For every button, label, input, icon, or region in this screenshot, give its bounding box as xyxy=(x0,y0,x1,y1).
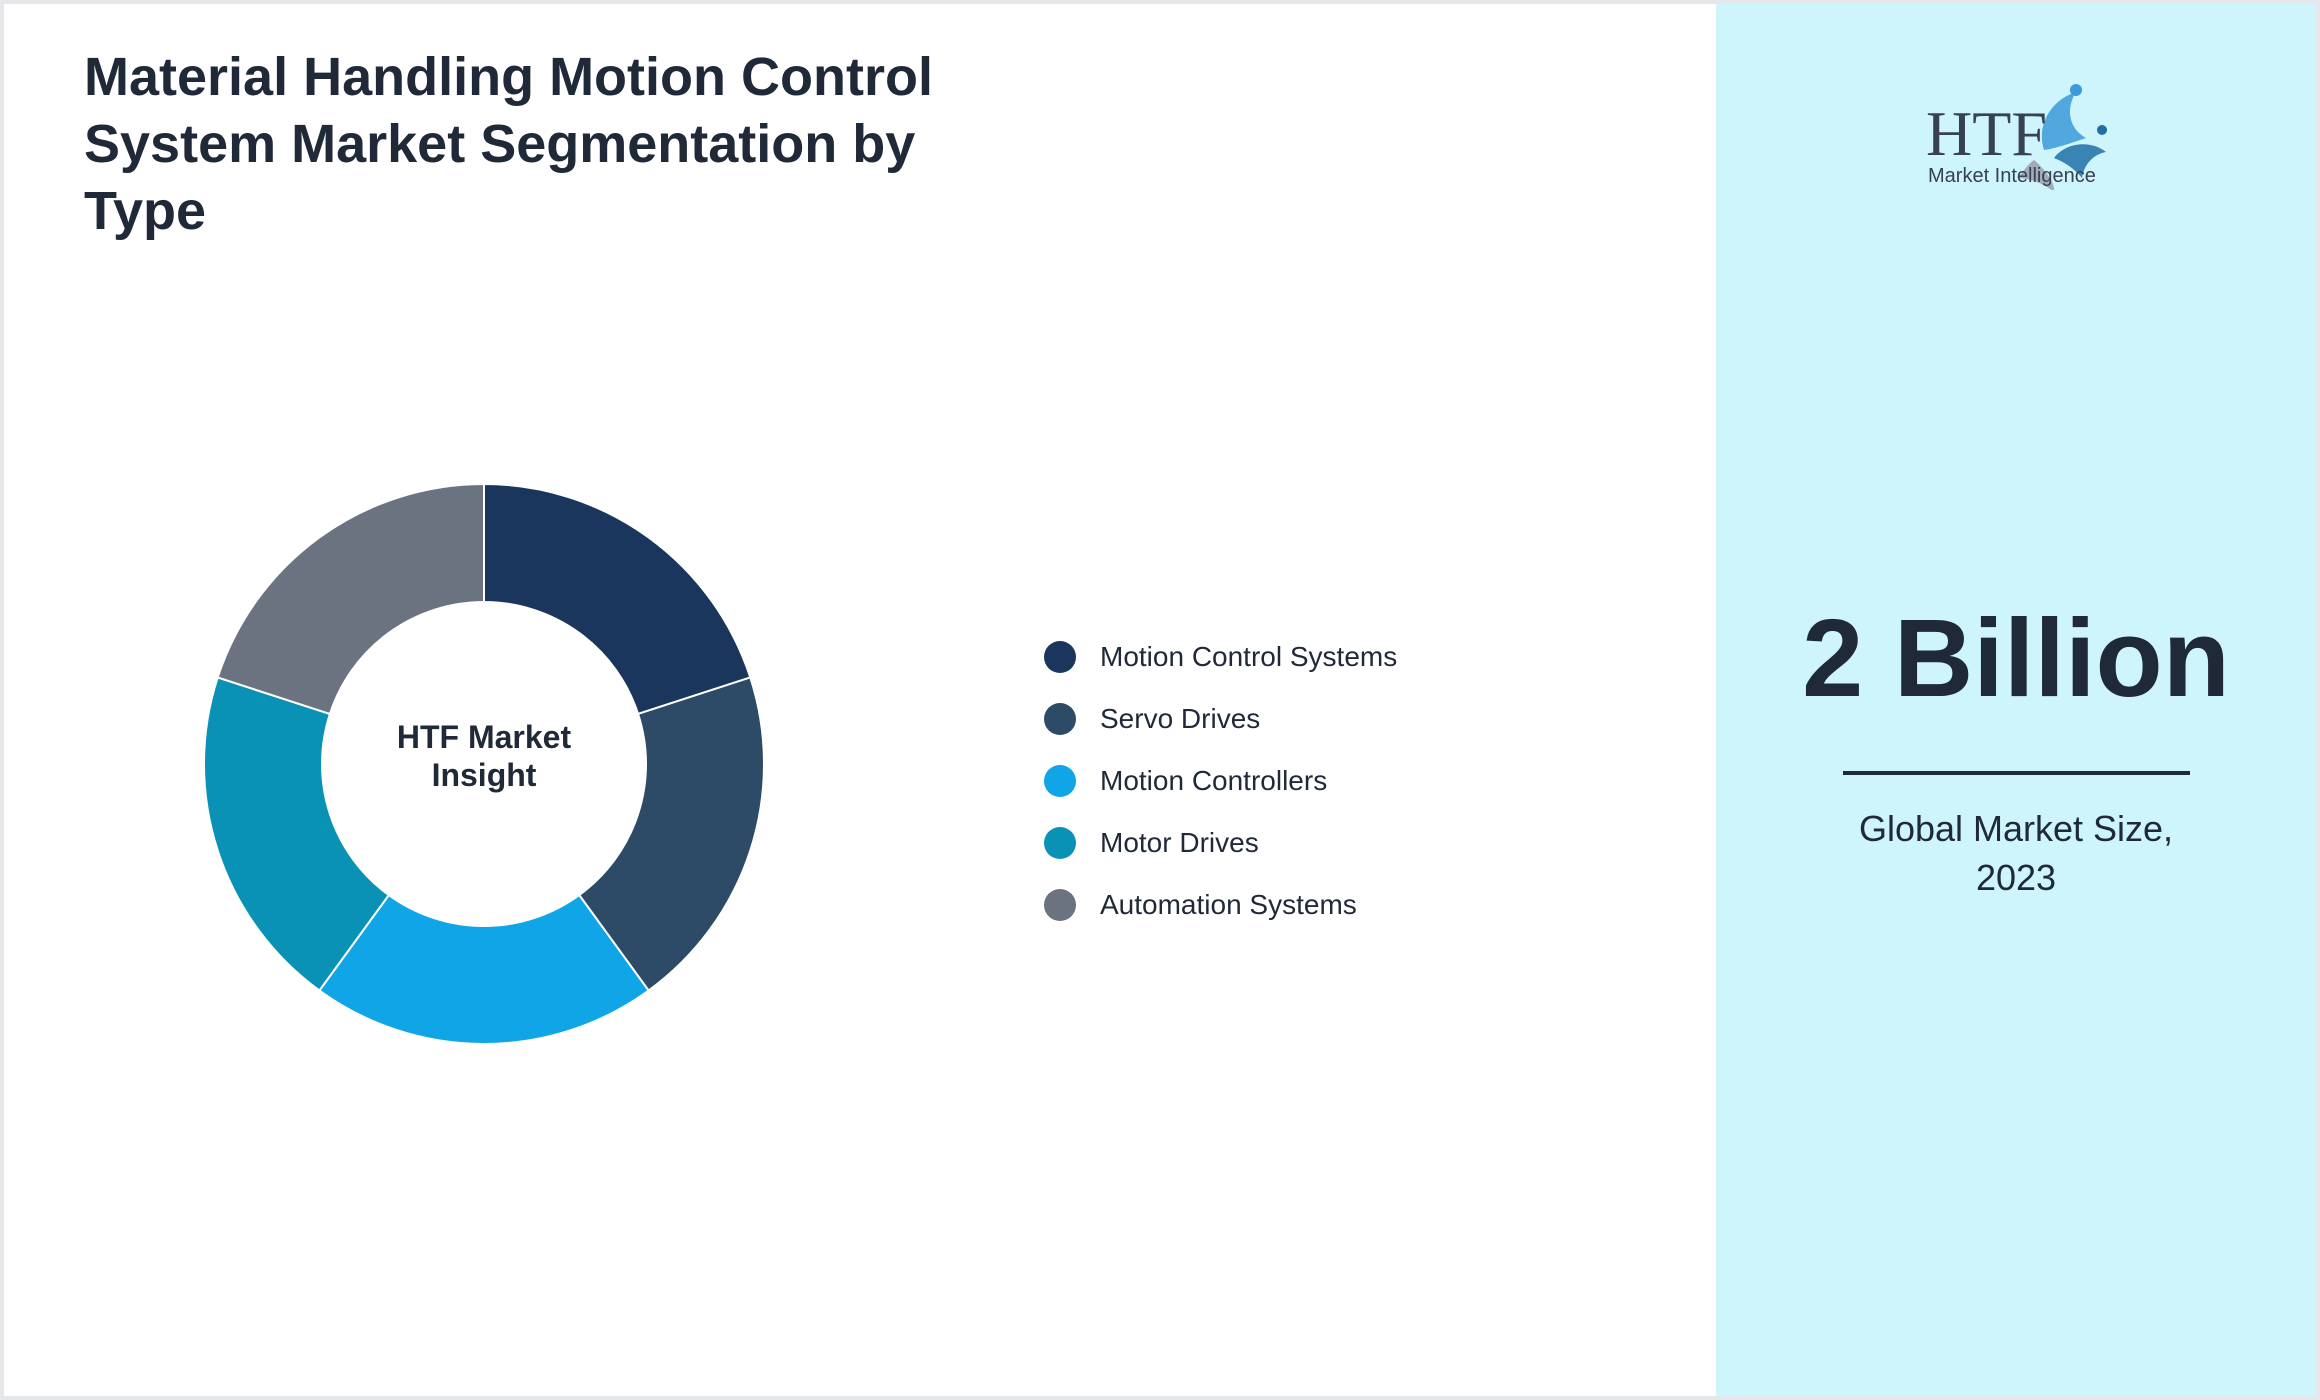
legend-swatch xyxy=(1044,641,1076,673)
donut-slices xyxy=(203,482,765,1046)
legend-item: Servo Drives xyxy=(1044,688,1397,750)
legend-swatch xyxy=(1044,889,1076,921)
legend-item: Motion Controllers xyxy=(1044,750,1397,812)
legend-swatch xyxy=(1044,703,1076,735)
market-size-caption: Global Market Size, 2023 xyxy=(1816,804,2216,902)
donut-slice-servo-drives xyxy=(577,676,765,992)
caption-line2: 2023 xyxy=(1975,857,2057,898)
chart-title: Material Handling Motion Control System … xyxy=(84,47,933,241)
summary-panel: HTF Market Intelligence 2 Billion Global… xyxy=(1716,4,2316,1396)
donut-slice-motion-controllers xyxy=(318,893,650,1046)
market-size-value: 2 Billion xyxy=(1802,597,2230,720)
logo-mark-text: HTF xyxy=(1926,98,2047,169)
value-divider xyxy=(1843,771,2190,775)
legend-item: Motor Drives xyxy=(1044,812,1397,874)
legend-label: Servo Drives xyxy=(1100,703,1261,734)
legend-label: Motion Controllers xyxy=(1100,765,1328,796)
donut-chart: HTF Market Insight xyxy=(203,482,765,1046)
donut-slice-motion-control-systems xyxy=(483,482,752,716)
htf-logo: HTF Market Intelligence xyxy=(1926,84,2107,190)
legend-item: Motion Control Systems xyxy=(1044,626,1397,688)
donut-slice-motor-drives xyxy=(203,676,391,992)
page-frame: Material Handling Motion Control System … xyxy=(4,4,2316,1396)
legend-label: Automation Systems xyxy=(1100,889,1357,920)
legend-swatch xyxy=(1044,827,1076,859)
logo-subtitle: Market Intelligence xyxy=(1928,165,2096,187)
center-label-line2: Insight xyxy=(432,757,537,793)
caption-line1: Global Market Size, xyxy=(1858,808,2174,849)
legend-label: Motion Control Systems xyxy=(1100,641,1398,672)
legend-label: Motor Drives xyxy=(1100,827,1259,858)
legend-item: Automation Systems xyxy=(1044,874,1397,936)
legend-swatch xyxy=(1044,765,1076,797)
center-label-line1: HTF Market xyxy=(397,719,572,755)
donut-slice-automation-systems xyxy=(216,482,485,716)
chart-legend: Motion Control Systems Servo Drives Motion… xyxy=(1044,626,1397,936)
logo-swirl-icon xyxy=(2018,84,2107,190)
